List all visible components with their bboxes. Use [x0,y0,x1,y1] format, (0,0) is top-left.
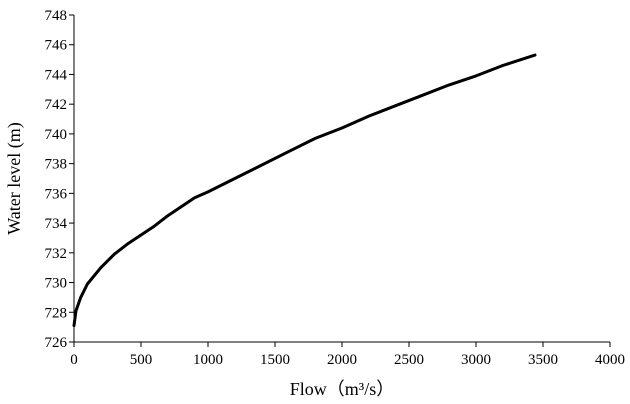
x-tick-label: 0 [70,352,78,368]
y-tick-label: 738 [45,157,68,173]
y-tick-label: 740 [45,127,68,143]
x-tick-label: 1000 [193,352,223,368]
y-tick-label: 742 [45,97,68,113]
y-tick-label: 744 [45,67,68,83]
x-tick-label: 2000 [327,352,357,368]
y-tick-label: 726 [45,335,68,351]
x-tick-label: 3000 [461,352,491,368]
y-tick-label: 736 [45,186,68,202]
y-tick-label: 730 [45,276,68,292]
y-tick-label: 728 [45,305,68,321]
y-tick-label: 734 [45,216,68,232]
x-tick-label: 3500 [528,352,558,368]
x-tick-label: 1500 [260,352,290,368]
y-tick-label: 732 [45,246,68,262]
plot-area [72,15,610,343]
y-axis-ticks: 726 728 730 732 734 736 738 740 742 744 746 748 [45,8,74,351]
x-axis-title: Flow（m³/s） [290,379,394,399]
x-tick-label: 4000 [595,352,625,368]
y-tick-label: 746 [45,38,68,54]
x-axis-ticks: 0 500 1000 1500 2000 2500 3000 3500 4000 [70,342,625,368]
x-tick-label: 500 [130,352,153,368]
y-tick-label: 748 [45,8,68,24]
y-axis-title: Water level (m) [4,122,25,235]
x-tick-label: 2500 [394,352,424,368]
water-level-series-line [72,53,537,328]
